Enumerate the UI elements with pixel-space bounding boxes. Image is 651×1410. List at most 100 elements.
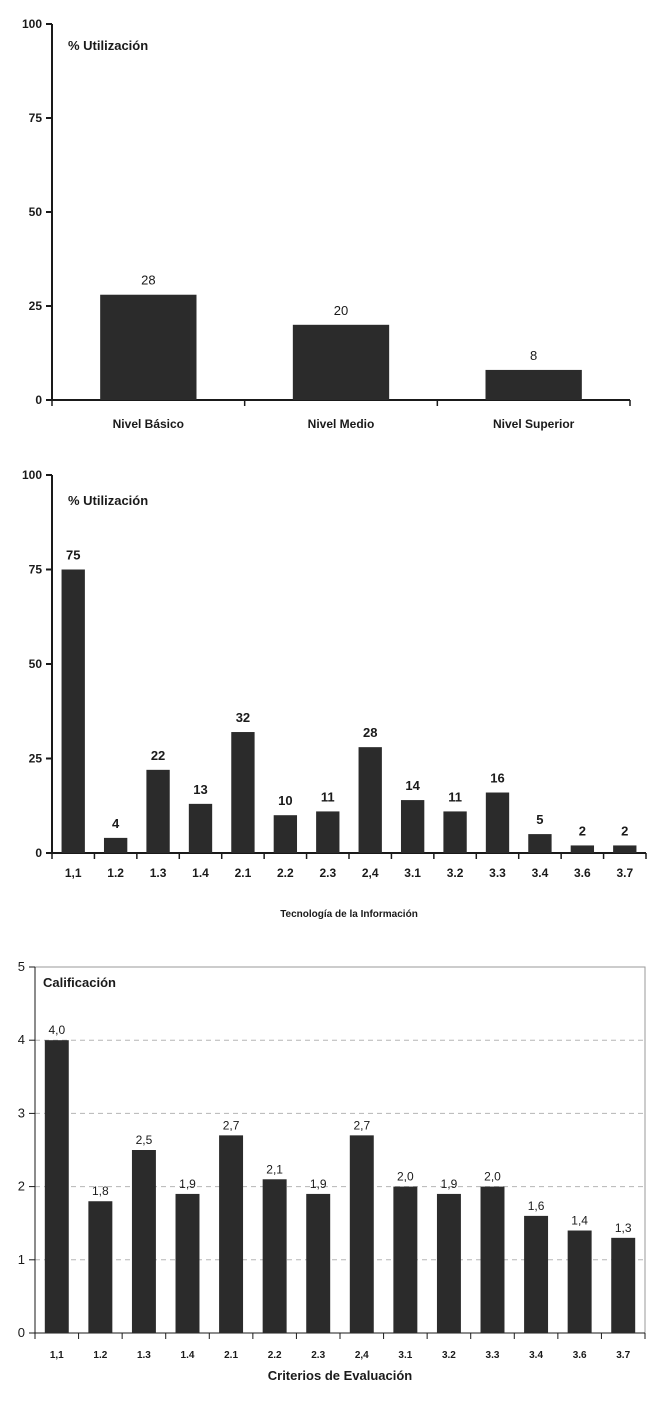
x-tick-label: 2.3 bbox=[311, 1350, 325, 1361]
y-tick-label: 1 bbox=[18, 1252, 25, 1267]
chart-panel-calificacion: 0 1 2 3 4 5 4,0 1,1 1,8 1.2 2,5 1.3 1,9 1.4 2,7 2.1 2,1 2… bbox=[0, 950, 651, 1410]
bar bbox=[568, 1231, 592, 1333]
bar-value-label: 16 bbox=[490, 771, 504, 786]
bar bbox=[88, 1201, 112, 1333]
chart-utilizacion-niveles: 0 25 50 75 100 28 Nivel Básico 20 Nivel Medio 8 Ni… bbox=[0, 0, 651, 440]
bar-value-label: 11 bbox=[448, 789, 462, 804]
x-tick-label: 2,4 bbox=[355, 1350, 369, 1361]
bar bbox=[443, 811, 466, 853]
bar bbox=[62, 570, 85, 854]
bar-value-label: 1,8 bbox=[92, 1184, 109, 1198]
bar bbox=[359, 747, 382, 853]
bar-value-label: 1,3 bbox=[615, 1221, 632, 1235]
y-tick-label: 5 bbox=[18, 959, 25, 974]
bar-value-label: 10 bbox=[278, 793, 292, 808]
chart-title: % Utilización bbox=[68, 38, 148, 53]
y-tick-label: 100 bbox=[22, 468, 42, 482]
bar bbox=[231, 732, 254, 853]
bar bbox=[219, 1135, 243, 1333]
y-tick-label: 0 bbox=[35, 846, 42, 860]
y-tick-label: 25 bbox=[29, 752, 43, 766]
bar bbox=[571, 845, 594, 853]
x-tick-label: 2.2 bbox=[268, 1350, 282, 1361]
bar bbox=[176, 1194, 200, 1333]
x-tick-label: Nivel Superior bbox=[493, 417, 575, 431]
bar-value-label: 1,4 bbox=[571, 1214, 588, 1228]
bar-value-label: 1,6 bbox=[528, 1199, 545, 1213]
x-tick-label: 1.3 bbox=[150, 866, 167, 880]
bar-value-label: 28 bbox=[141, 273, 155, 288]
bar bbox=[486, 370, 582, 400]
x-tick-label: 1.2 bbox=[93, 1350, 107, 1361]
x-tick-label: 3.7 bbox=[616, 866, 633, 880]
bar-value-label: 32 bbox=[236, 710, 250, 725]
bar-value-label: 2,0 bbox=[484, 1170, 501, 1184]
chart-utilizacion-ti: 0255075100751,141.2221.3131.4322.1102.21… bbox=[0, 455, 651, 935]
y-tick-label: 50 bbox=[29, 205, 43, 219]
bar bbox=[274, 815, 297, 853]
bar-value-label: 1,9 bbox=[179, 1177, 196, 1191]
bar-value-label: 2,0 bbox=[397, 1170, 414, 1184]
bar bbox=[293, 325, 389, 400]
bar-value-label: 13 bbox=[193, 782, 207, 797]
x-tick-label: 1.4 bbox=[181, 1350, 195, 1361]
x-tick-label: 3.2 bbox=[442, 1350, 456, 1361]
chart-panel-utilizacion-niveles: 0 25 50 75 100 28 Nivel Básico 20 Nivel Medio 8 Ni… bbox=[0, 0, 651, 440]
bar bbox=[401, 800, 424, 853]
x-tick-label: 3.4 bbox=[532, 866, 549, 880]
x-tick-label: 2.1 bbox=[235, 866, 252, 880]
bar-value-label: 5 bbox=[536, 812, 543, 827]
x-tick-label: 3.7 bbox=[616, 1350, 630, 1361]
bar-value-label: 11 bbox=[321, 789, 335, 804]
chart-panel-utilizacion-ti: 0 25 50 75 100 75 1,1 4 1.2 22 1.3 13 1.4 32 2.1 10 2.2 1… bbox=[0, 455, 651, 935]
bar bbox=[528, 834, 551, 853]
x-tick-label: 3.1 bbox=[398, 1350, 412, 1361]
plot-frame bbox=[35, 967, 645, 1333]
bar-value-label: 2 bbox=[579, 823, 586, 838]
x-tick-label: 1,1 bbox=[65, 866, 82, 880]
bar-value-label: 2,7 bbox=[223, 1118, 240, 1132]
y-tick-label: 100 bbox=[22, 17, 42, 31]
y-tick-label: 0 bbox=[18, 1325, 25, 1340]
x-tick-label: 1.4 bbox=[192, 866, 209, 880]
bar-value-label: 4 bbox=[112, 816, 120, 831]
y-tick-label: 50 bbox=[29, 657, 43, 671]
bar bbox=[132, 1150, 156, 1333]
bar-value-label: 2,5 bbox=[136, 1133, 153, 1147]
x-tick-label: 1.3 bbox=[137, 1350, 151, 1361]
bar bbox=[189, 804, 212, 853]
x-axis-label: Tecnología de la Información bbox=[280, 909, 418, 920]
y-tick-label: 2 bbox=[18, 1179, 25, 1194]
x-tick-label: 3.4 bbox=[529, 1350, 543, 1361]
x-tick-label: 3.6 bbox=[574, 866, 591, 880]
bar-value-label: 2,1 bbox=[266, 1162, 283, 1176]
bar-value-label: 22 bbox=[151, 748, 165, 763]
x-tick-label: 2,4 bbox=[362, 866, 379, 880]
bar bbox=[613, 845, 636, 853]
x-tick-label: 3.3 bbox=[489, 866, 506, 880]
x-tick-label: 3.3 bbox=[486, 1350, 500, 1361]
bar bbox=[104, 838, 127, 853]
bar bbox=[393, 1187, 417, 1333]
chart-title: % Utilización bbox=[68, 493, 148, 508]
x-tick-label: 3.2 bbox=[447, 866, 464, 880]
x-tick-label: 2.1 bbox=[224, 1350, 238, 1361]
bar bbox=[486, 793, 509, 853]
bar-value-label: 2,7 bbox=[353, 1118, 370, 1132]
bar bbox=[45, 1040, 69, 1333]
bar bbox=[350, 1135, 374, 1333]
x-tick-label: Nivel Básico bbox=[113, 417, 184, 431]
bar-value-label: 2 bbox=[621, 823, 628, 838]
x-axis-label: Criterios de Evaluación bbox=[268, 1368, 413, 1383]
bar-value-label: 14 bbox=[405, 778, 420, 793]
x-tick-label: 1,1 bbox=[50, 1350, 64, 1361]
bar bbox=[263, 1179, 287, 1333]
bar bbox=[611, 1238, 635, 1333]
bar bbox=[100, 295, 196, 400]
bar-value-label: 4,0 bbox=[48, 1023, 65, 1037]
bar bbox=[146, 770, 169, 853]
x-tick-label: 3.1 bbox=[404, 866, 421, 880]
bar-value-label: 28 bbox=[363, 725, 377, 740]
bar-value-label: 1,9 bbox=[310, 1177, 327, 1191]
bar-value-label: 1,9 bbox=[441, 1177, 458, 1191]
